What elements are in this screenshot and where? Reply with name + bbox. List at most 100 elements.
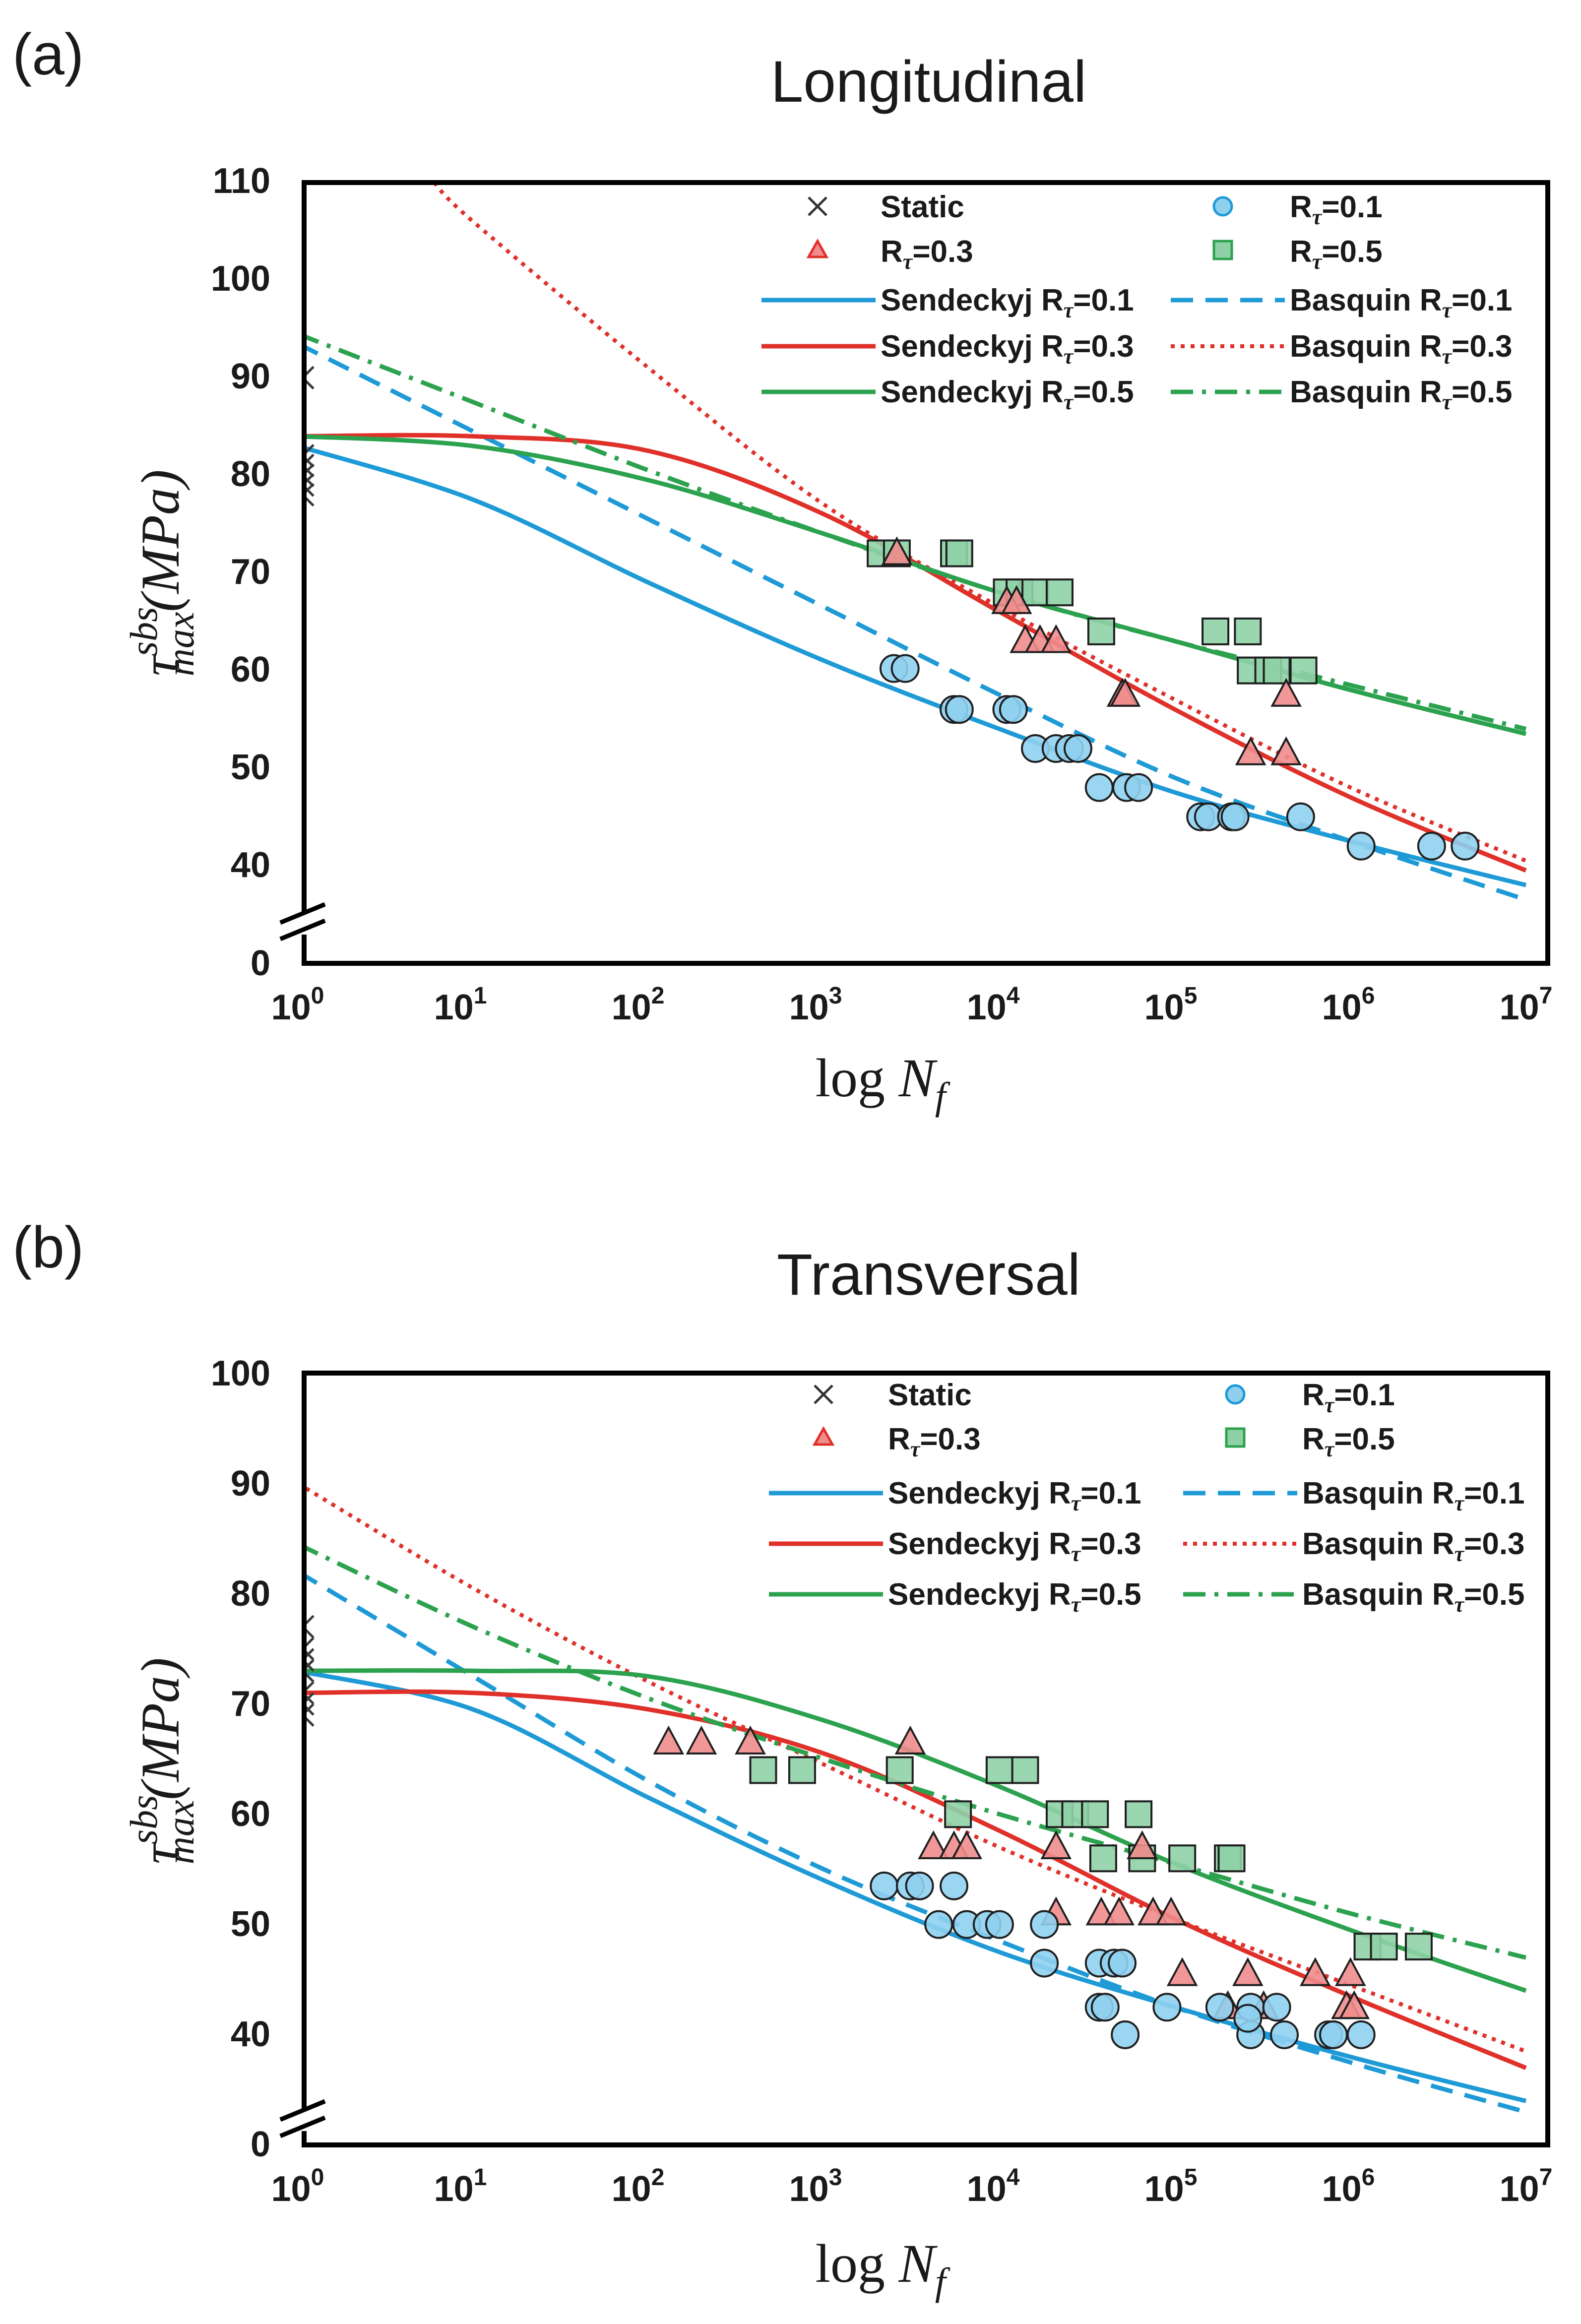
data-point-r05 [1021, 578, 1050, 607]
x-tick-label: 106 [1322, 2164, 1375, 2209]
data-point-r03 [894, 1725, 926, 1755]
data-point-r01 [1220, 802, 1250, 831]
x-tick-label: 101 [434, 983, 487, 1027]
legend-label-r03: Rτ=0.3 [881, 235, 973, 274]
data-point-r03 [1338, 1990, 1370, 2019]
data-point-r01 [1286, 802, 1315, 831]
data-point-r05 [944, 1800, 972, 1828]
y-tick-label: 80 [231, 454, 270, 494]
static-point-stroke [304, 1670, 315, 1683]
static-point [304, 483, 315, 507]
legend-label-bas05: Basquin Rτ=0.5 [1302, 1577, 1525, 1617]
legend-label-sen05: Sendeckyj Rτ=0.5 [888, 1577, 1141, 1617]
static-point-stroke [304, 1659, 315, 1671]
y-axis-label: τsbsmax(MPa) [122, 469, 202, 676]
static-point [304, 1615, 315, 1639]
y-tick-label: 110 [213, 161, 270, 201]
data-point-r05 [1234, 617, 1262, 645]
x-tick-labels: 100 101 102 103 104 105 106 107 [271, 983, 1553, 1027]
axis-break [278, 902, 332, 942]
x-axis-label: log Nf [815, 1048, 950, 1118]
y-tick-labels: 0 40 50 60 70 80 90 100 110 [211, 161, 270, 983]
x-tick-label: 105 [1144, 2164, 1198, 2209]
data-point-r01 [1205, 1993, 1234, 2022]
chart-longitudinal: (a) Longitudinal 0 40 50 60 70 80 90 100… [12, 22, 1552, 1118]
data-point-r05 [749, 1756, 777, 1784]
legend-r03-marker [812, 1426, 835, 1446]
static-point [304, 1637, 315, 1661]
legend-r05-marker [1225, 1427, 1246, 1448]
curve-sen03 [304, 433, 1527, 873]
y-tick-label: 100 [211, 259, 270, 299]
static-point-stroke [304, 494, 315, 507]
y-axis-label: τsbsmax(MPa) [122, 1657, 202, 1864]
x-tick-label: 102 [612, 2164, 665, 2209]
data-point-r03 [881, 536, 913, 565]
curve-sen05 [304, 434, 1527, 736]
data-point-r01 [1270, 2020, 1299, 2049]
data-point-r03 [1334, 1957, 1366, 1986]
static-point-stroke [304, 444, 315, 456]
legend-r01-marker [1225, 1384, 1246, 1405]
static-point-stroke [304, 366, 315, 378]
static-point [304, 453, 315, 478]
y-tick-label: 90 [231, 357, 270, 396]
static-point-stroke [304, 465, 315, 478]
legend: Static Rτ=0.1 Rτ=0.3 Rτ=0.5 Sendeckyj Rτ… [769, 1378, 1525, 1617]
legend-label-sen01: Sendeckyj Rτ=0.1 [888, 1476, 1141, 1515]
legend-label-sen03: Sendeckyj Rτ=0.3 [888, 1527, 1141, 1566]
static-point-stroke [304, 1615, 315, 1627]
panel-label: (b) [12, 1215, 84, 1280]
data-point-r01 [1124, 773, 1153, 802]
data-point-r03 [1270, 736, 1302, 765]
panel-label: (a) [12, 22, 84, 87]
data-point-r01 [985, 1910, 1014, 1939]
data-point-r03 [1299, 1957, 1331, 1986]
data-point-r01 [1233, 2004, 1263, 2033]
y-tick-label: 60 [231, 1794, 270, 1834]
static-point-stroke [304, 463, 315, 476]
data-point-r01 [1111, 2020, 1140, 2049]
data-point-r01 [1090, 1993, 1120, 2022]
data-point-r01 [999, 695, 1028, 724]
data-point-r03 [1103, 1896, 1135, 1926]
legend-static-marker [814, 1384, 833, 1404]
static-point-stroke [304, 1659, 315, 1672]
legend-label-bas05: Basquin Rτ=0.5 [1290, 375, 1513, 414]
y-tick-label: 0 [251, 943, 270, 983]
static-point-stroke [304, 1681, 315, 1694]
static-point [304, 473, 315, 497]
static-point-stroke [304, 1648, 315, 1660]
data-point-r05 [1087, 617, 1115, 645]
y-tick-label: 100 [211, 1354, 270, 1393]
data-point-r01 [1417, 831, 1446, 861]
data-point-r05 [1089, 1844, 1117, 1873]
y-tick-label: 50 [231, 748, 270, 787]
y-tick-label: 70 [231, 552, 270, 592]
y-tick-label: 60 [231, 650, 270, 690]
static-point-stroke [304, 485, 315, 497]
data-point-r01 [890, 654, 920, 683]
data-point-r05 [1202, 617, 1230, 645]
data-point-r03 [1166, 1957, 1198, 1986]
static-point-stroke [304, 1626, 315, 1639]
legend-label-sen01: Sendeckyj Rτ=0.1 [881, 283, 1134, 322]
curve-bas03 [304, 1485, 1527, 2054]
data-point-r01 [1319, 2020, 1348, 2049]
static-point-stroke [304, 475, 315, 487]
data-point-r03 [951, 1830, 983, 1860]
data-point-r05 [1404, 1933, 1433, 1961]
data-point-r01 [1262, 1993, 1291, 2022]
data-point-r05 [985, 1756, 1013, 1784]
data-point-r03 [653, 1725, 685, 1755]
static-point-stroke [304, 1714, 315, 1727]
data-point-r05 [885, 1756, 914, 1784]
data-point-r01 [1064, 734, 1093, 763]
x-tick-label: 100 [271, 2164, 324, 2209]
data-point-r05 [1370, 1933, 1398, 1961]
legend-static-marker [808, 196, 827, 216]
data-point-r05 [1217, 1844, 1246, 1873]
static-point [304, 1692, 315, 1716]
x-tick-label: 105 [1144, 983, 1198, 1027]
